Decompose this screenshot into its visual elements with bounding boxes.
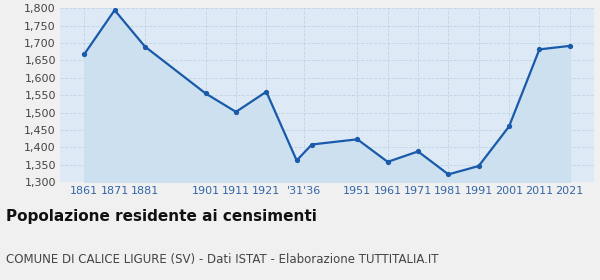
Text: COMUNE DI CALICE LIGURE (SV) - Dati ISTAT - Elaborazione TUTTITALIA.IT: COMUNE DI CALICE LIGURE (SV) - Dati ISTA… [6,253,439,266]
Text: Popolazione residente ai censimenti: Popolazione residente ai censimenti [6,209,317,224]
